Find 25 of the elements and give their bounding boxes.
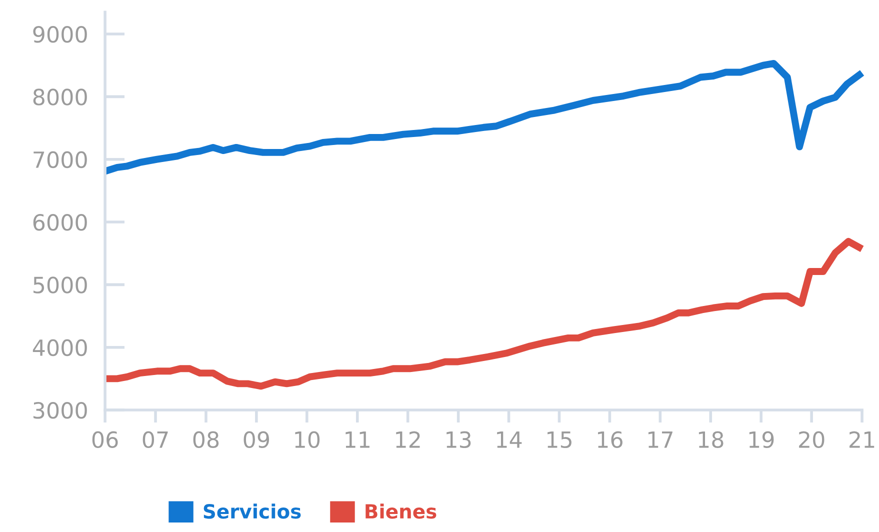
x-tick-label: 18 [698, 431, 724, 448]
x-tick-label: 19 [749, 431, 774, 448]
x-tick-label: 08 [193, 431, 219, 448]
legend-label: Servicios [204, 504, 301, 519]
x-tick-label: 15 [548, 432, 572, 448]
x-tick-label: 09 [244, 431, 270, 448]
x-tick-label: 06 [92, 431, 118, 448]
x-tick-label: 07 [142, 431, 168, 448]
y-tick-label: 4000 [32, 339, 87, 356]
x-tick-label: 17 [648, 432, 672, 448]
y-tick-label: 3000 [34, 402, 87, 419]
y-tick-label: 9000 [33, 26, 87, 43]
y-tick-label: 5000 [34, 276, 87, 294]
x-tick-label: 10 [295, 431, 320, 448]
x-tick-label: 20 [799, 431, 824, 448]
legend-label: Bienes [366, 504, 436, 519]
x-tick-label: 13 [446, 431, 471, 448]
x-tick-label: 14 [497, 432, 522, 448]
y-tick-label: 6000 [33, 214, 87, 231]
y-tick-label: 7000 [34, 151, 87, 168]
y-tick-label: 8000 [33, 88, 87, 106]
x-tick-label: 11 [346, 432, 370, 448]
x-tick-label: 12 [396, 431, 420, 448]
x-tick-label: 16 [598, 431, 622, 448]
x-tick-label: 21 [850, 431, 874, 448]
